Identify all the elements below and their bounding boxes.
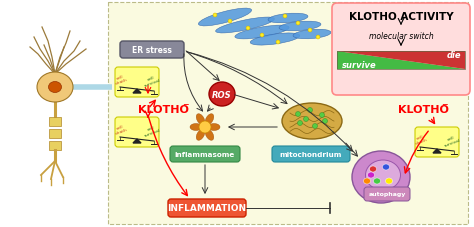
FancyBboxPatch shape bbox=[115, 118, 159, 147]
Ellipse shape bbox=[319, 113, 325, 118]
Ellipse shape bbox=[279, 22, 321, 32]
Ellipse shape bbox=[48, 82, 62, 93]
Ellipse shape bbox=[37, 73, 73, 103]
Text: autophagy: autophagy bbox=[368, 192, 406, 197]
Text: molecular switch: molecular switch bbox=[369, 31, 433, 40]
Ellipse shape bbox=[283, 15, 287, 19]
Text: mitochondrium: mitochondrium bbox=[280, 151, 342, 157]
Ellipse shape bbox=[208, 124, 220, 131]
Bar bbox=[49, 118, 61, 126]
Ellipse shape bbox=[308, 108, 312, 113]
Text: cell
survival: cell survival bbox=[443, 133, 462, 147]
Ellipse shape bbox=[196, 130, 205, 141]
FancyBboxPatch shape bbox=[364, 187, 410, 201]
Ellipse shape bbox=[228, 20, 232, 24]
Ellipse shape bbox=[383, 164, 390, 170]
Ellipse shape bbox=[196, 114, 205, 125]
FancyBboxPatch shape bbox=[170, 146, 240, 162]
Polygon shape bbox=[133, 139, 141, 143]
Text: cell
survival: cell survival bbox=[143, 123, 162, 137]
Ellipse shape bbox=[295, 112, 301, 117]
Ellipse shape bbox=[312, 124, 318, 129]
Text: ⁻: ⁻ bbox=[182, 101, 189, 114]
Ellipse shape bbox=[370, 166, 376, 172]
FancyBboxPatch shape bbox=[115, 68, 159, 98]
Text: KLOTHO: KLOTHO bbox=[398, 105, 449, 114]
Ellipse shape bbox=[235, 26, 289, 40]
Ellipse shape bbox=[205, 114, 214, 125]
Ellipse shape bbox=[268, 14, 308, 24]
Bar bbox=[49, 129, 61, 138]
Ellipse shape bbox=[276, 41, 280, 45]
Polygon shape bbox=[337, 52, 465, 70]
Bar bbox=[49, 141, 61, 150]
Text: KLOTHO: KLOTHO bbox=[138, 105, 189, 114]
Ellipse shape bbox=[352, 151, 410, 203]
Ellipse shape bbox=[190, 124, 202, 131]
Ellipse shape bbox=[199, 121, 211, 133]
Text: cell
death: cell death bbox=[114, 73, 128, 86]
Text: survive: survive bbox=[342, 61, 377, 70]
FancyBboxPatch shape bbox=[332, 4, 470, 96]
FancyBboxPatch shape bbox=[120, 42, 184, 59]
Text: INFLAMMATION: INFLAMMATION bbox=[167, 204, 246, 212]
Text: ER stress: ER stress bbox=[132, 46, 172, 55]
Text: ⁻: ⁻ bbox=[441, 101, 447, 114]
Ellipse shape bbox=[216, 18, 274, 34]
Ellipse shape bbox=[367, 172, 374, 178]
Ellipse shape bbox=[246, 27, 250, 31]
Ellipse shape bbox=[282, 104, 342, 139]
Ellipse shape bbox=[385, 178, 392, 184]
Ellipse shape bbox=[365, 160, 401, 190]
Ellipse shape bbox=[303, 117, 309, 122]
Ellipse shape bbox=[374, 178, 381, 184]
Text: inflammasome: inflammasome bbox=[175, 151, 235, 157]
Text: cell
death: cell death bbox=[114, 123, 128, 135]
Text: cell
survival: cell survival bbox=[143, 74, 162, 88]
Ellipse shape bbox=[260, 34, 264, 38]
Ellipse shape bbox=[213, 14, 217, 18]
Ellipse shape bbox=[364, 178, 371, 184]
Text: die: die bbox=[447, 51, 461, 60]
Polygon shape bbox=[133, 90, 141, 94]
Ellipse shape bbox=[250, 34, 300, 46]
Ellipse shape bbox=[298, 121, 302, 126]
Ellipse shape bbox=[199, 9, 252, 27]
Bar bbox=[108, 3, 468, 224]
Ellipse shape bbox=[316, 36, 320, 40]
Ellipse shape bbox=[293, 30, 331, 39]
Text: ROS: ROS bbox=[212, 90, 232, 99]
FancyBboxPatch shape bbox=[415, 127, 459, 157]
FancyBboxPatch shape bbox=[168, 199, 246, 217]
Ellipse shape bbox=[205, 130, 214, 141]
Bar bbox=[337, 52, 465, 70]
Text: KLOTHO ACTIVITY: KLOTHO ACTIVITY bbox=[349, 12, 453, 22]
Ellipse shape bbox=[209, 83, 235, 106]
Ellipse shape bbox=[322, 119, 328, 124]
Text: cell
death: cell death bbox=[413, 133, 428, 145]
Polygon shape bbox=[337, 52, 465, 70]
Ellipse shape bbox=[296, 22, 300, 26]
FancyBboxPatch shape bbox=[272, 146, 350, 162]
Polygon shape bbox=[433, 149, 441, 153]
Ellipse shape bbox=[308, 29, 312, 33]
